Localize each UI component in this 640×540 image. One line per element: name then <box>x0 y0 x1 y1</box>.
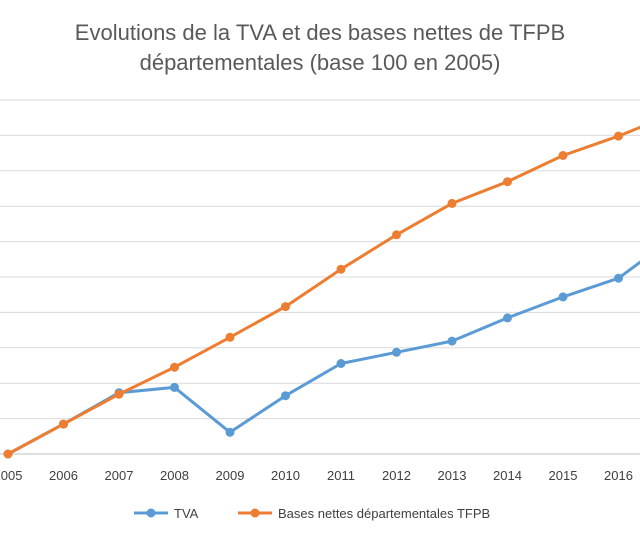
data-point-tfpb <box>225 332 235 342</box>
legend-marker-tva <box>146 508 156 518</box>
x-axis: 2005 2006 2007 2008 2009 2010 2011 2012 2013 2014… <box>0 468 633 483</box>
x-tick-label: 2014 <box>493 468 522 483</box>
data-point-tfpb <box>392 230 401 240</box>
data-point-tfpb <box>614 131 623 141</box>
data-point-tfpb <box>3 449 13 459</box>
legend-item-tva: TVA <box>134 506 199 521</box>
series-layer <box>3 125 640 459</box>
data-point-tfpb <box>336 264 346 274</box>
legend-label-tfpb: Bases nettes départementales TFPB <box>278 506 490 521</box>
x-tick-label: 2010 <box>271 468 300 483</box>
x-tick-label: 2011 <box>327 468 355 483</box>
chart-title-line-1: Evolutions de la TVA et des bases nettes… <box>75 20 565 45</box>
x-tick-label: 2009 <box>216 468 245 483</box>
data-point-tva <box>170 382 179 392</box>
data-point-tva <box>281 391 290 401</box>
legend-item-tfpb: Bases nettes départementales TFPB <box>238 506 490 521</box>
data-point-tfpb <box>59 419 68 429</box>
data-point-tfpb <box>170 362 179 372</box>
data-point-tva <box>447 336 457 346</box>
data-point-tva <box>336 359 346 368</box>
data-point-tva <box>558 292 568 302</box>
x-tick-label: 2015 <box>549 468 578 483</box>
legend-marker-tfpb <box>250 508 260 518</box>
gridlines <box>0 99 640 455</box>
data-point-tva <box>614 273 623 283</box>
data-point-tva <box>392 347 401 357</box>
x-tick-label: 2012 <box>382 468 411 483</box>
series-tva <box>3 260 640 459</box>
x-tick-label: 2006 <box>49 468 78 483</box>
data-point-tfpb <box>447 198 457 208</box>
legend: TVA Bases nettes départementales TFPB <box>134 506 490 521</box>
series-line-tfpb <box>6 125 640 456</box>
chart-title-line-2: départementales (base 100 en 2005) <box>140 50 501 75</box>
x-tick-label: 2005 <box>0 468 22 483</box>
data-point-tfpb <box>281 302 290 312</box>
legend-label-tva: TVA <box>174 506 199 521</box>
data-point-tfpb <box>558 151 568 160</box>
x-tick-label: 2013 <box>438 468 467 483</box>
data-point-tfpb <box>114 389 124 399</box>
x-tick-label: 2007 <box>105 468 134 483</box>
data-point-tfpb <box>503 177 512 187</box>
series-tfpb <box>3 125 640 459</box>
data-point-tva <box>503 313 512 323</box>
data-point-tva <box>225 427 235 437</box>
x-tick-label: 2008 <box>160 468 189 483</box>
x-tick-label: 2016 <box>604 468 633 483</box>
series-line-tva <box>6 260 640 456</box>
